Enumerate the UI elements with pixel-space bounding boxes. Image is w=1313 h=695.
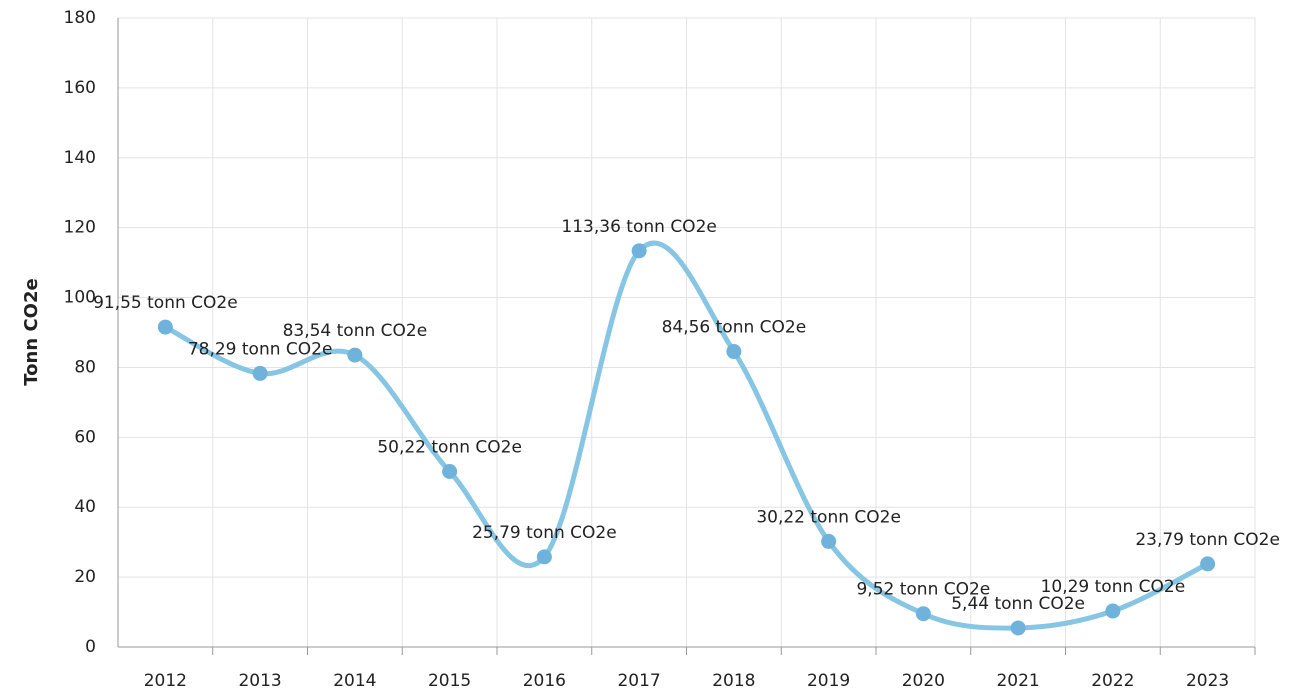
point xyxy=(821,533,837,549)
x-tick-label: 2021 xyxy=(996,671,1039,691)
point xyxy=(442,464,458,480)
point xyxy=(726,344,742,360)
data-label: 5,44 tonn CO2e xyxy=(951,594,1085,614)
data-label: 78,29 tonn CO2e xyxy=(188,339,333,359)
y-tick-label: 120 xyxy=(64,218,96,238)
point xyxy=(252,365,268,381)
point xyxy=(347,347,363,363)
y-tick-label: 140 xyxy=(64,148,96,168)
y-tick-label: 180 xyxy=(64,8,96,28)
point xyxy=(1010,620,1026,636)
data-label: 30,22 tonn CO2e xyxy=(756,507,901,527)
x-tick-label: 2018 xyxy=(712,671,755,691)
data-label: 10,29 tonn CO2e xyxy=(1041,577,1186,597)
point xyxy=(1105,603,1121,619)
point xyxy=(631,243,647,259)
data-label: 50,22 tonn CO2e xyxy=(377,438,522,458)
y-tick-label: 80 xyxy=(74,357,96,377)
y-tick-label: 20 xyxy=(74,567,96,587)
point xyxy=(915,606,931,622)
x-tick-label: 2019 xyxy=(807,671,850,691)
y-tick-label: 0 xyxy=(85,637,96,657)
x-tick-label: 2016 xyxy=(523,671,566,691)
x-tick-label: 2017 xyxy=(617,671,660,691)
data-label: 91,55 tonn CO2e xyxy=(93,293,238,313)
data-label: 25,79 tonn CO2e xyxy=(472,523,617,543)
point xyxy=(157,319,173,335)
x-tick-label: 2023 xyxy=(1186,671,1229,691)
data-label: 113,36 tonn CO2e xyxy=(561,217,716,237)
data-label: 9,52 tonn CO2e xyxy=(856,580,990,600)
y-tick-label: 60 xyxy=(74,427,96,447)
y-axis-label: Tonn CO2e xyxy=(21,278,42,385)
y-tick-label: 40 xyxy=(74,497,96,517)
y-tick-label: 100 xyxy=(64,288,96,308)
x-tick-label: 2014 xyxy=(333,671,376,691)
point xyxy=(536,549,552,565)
point xyxy=(1200,556,1216,572)
x-tick-label: 2013 xyxy=(238,671,281,691)
y-tick-label: 160 xyxy=(64,78,96,98)
data-label: 84,56 tonn CO2e xyxy=(662,318,807,338)
x-tick-label: 2022 xyxy=(1091,671,1134,691)
x-tick-label: 2012 xyxy=(144,671,187,691)
x-tick-label: 2015 xyxy=(428,671,471,691)
x-tick-label: 2020 xyxy=(902,671,945,691)
data-label: 23,79 tonn CO2e xyxy=(1135,530,1280,550)
data-label: 83,54 tonn CO2e xyxy=(283,321,428,341)
